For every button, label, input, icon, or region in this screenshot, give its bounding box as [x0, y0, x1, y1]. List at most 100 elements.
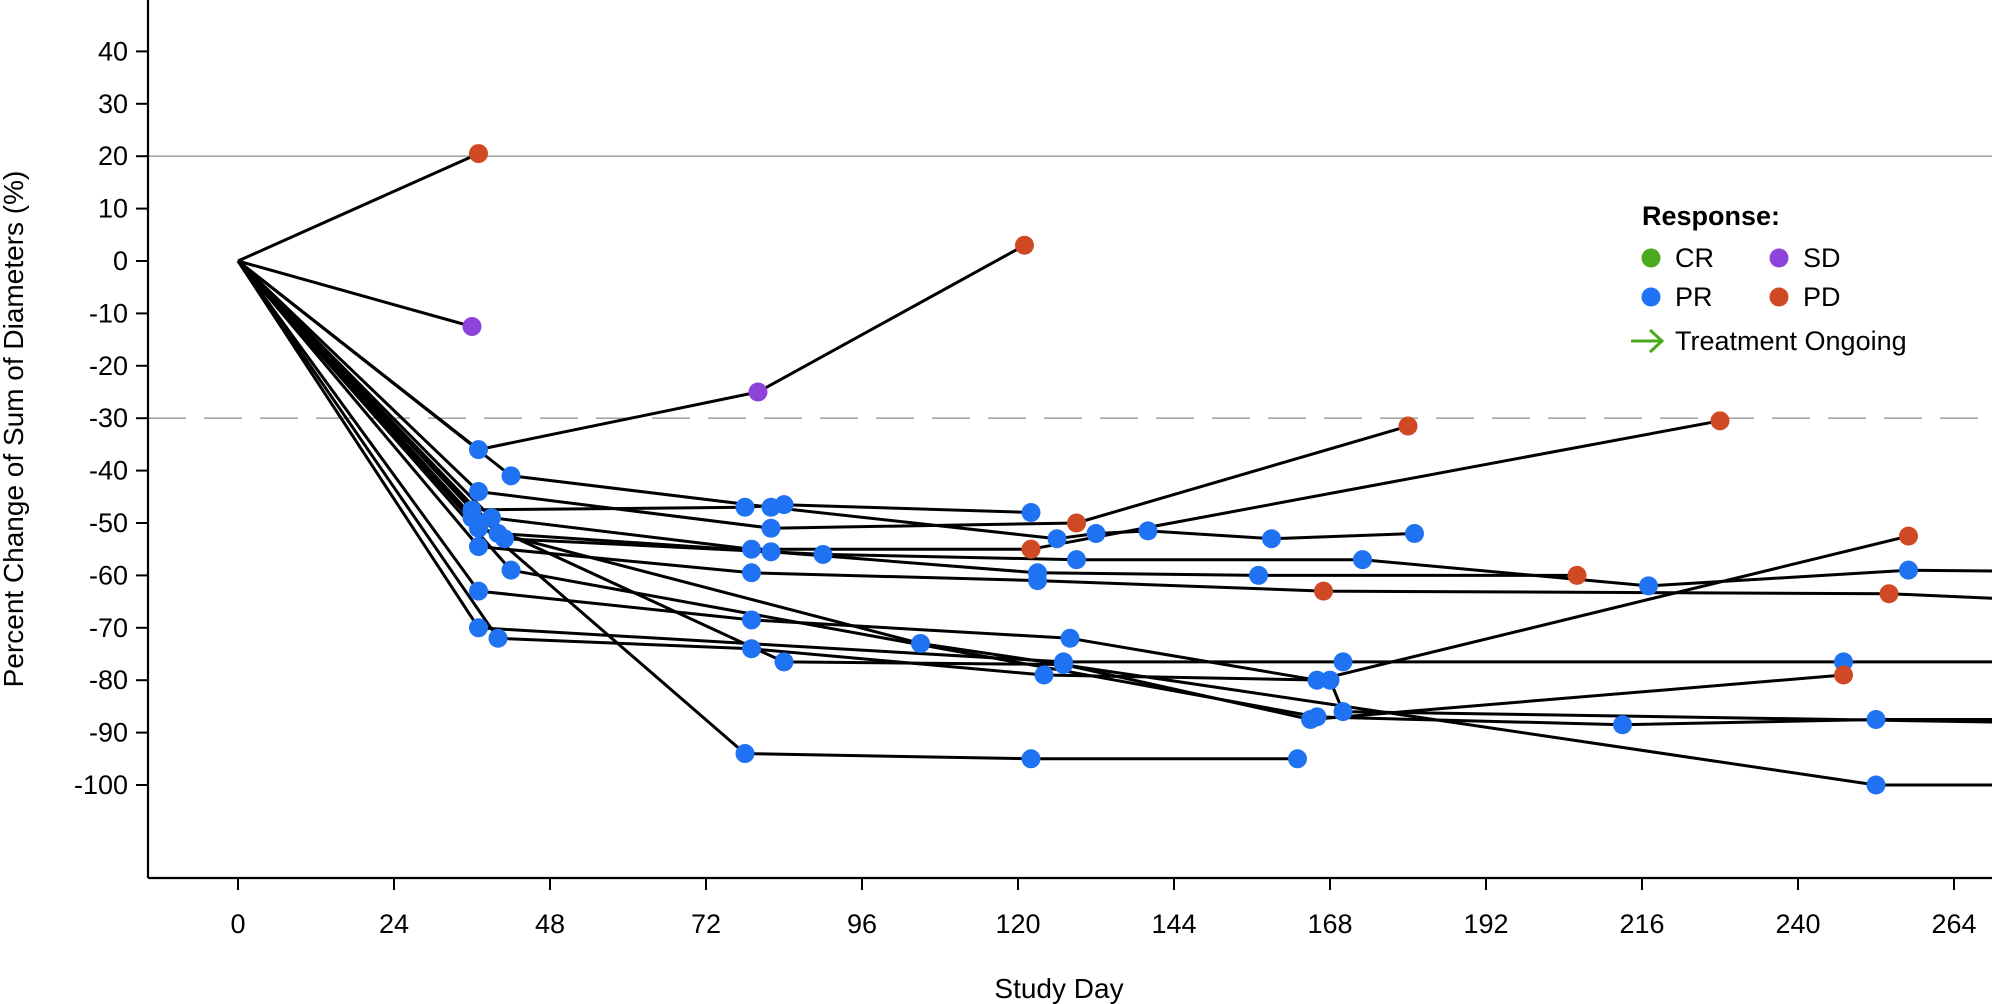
- data-point-pr: [774, 495, 794, 515]
- x-axis-title: Study Day: [994, 973, 1123, 1004]
- series-lines: [236, 152, 1992, 787]
- data-point-pd: [1834, 665, 1853, 685]
- data-point-pd: [469, 144, 488, 164]
- data-point-pr: [1899, 560, 1918, 580]
- y-tick-label: -20: [89, 351, 128, 381]
- data-point-pr: [1613, 715, 1632, 735]
- y-tick-label: 30: [98, 89, 128, 119]
- legend-marker-pr: [1641, 287, 1661, 307]
- series-line-4: [236, 259, 1409, 530]
- x-tick-label: 96: [847, 909, 877, 939]
- data-point-pr: [1034, 665, 1054, 685]
- x-tick-label: 240: [1775, 909, 1820, 939]
- series-line-17: [236, 259, 1992, 787]
- legend-label-cr: CR: [1675, 243, 1714, 273]
- legend-title: Response:: [1642, 201, 1780, 231]
- data-point-pr: [469, 618, 488, 638]
- data-point-pr: [1288, 749, 1307, 769]
- data-point-pr: [1320, 670, 1340, 690]
- legend-marker-cr: [1641, 248, 1661, 268]
- series-line-5: [237, 259, 1415, 541]
- y-tick-label: -70: [89, 613, 128, 643]
- data-point-pr: [735, 744, 755, 764]
- series-points: [462, 144, 1918, 795]
- data-point-pd: [1879, 584, 1899, 604]
- legend-label-sd: SD: [1803, 243, 1841, 273]
- legend-marker-pd: [1769, 287, 1789, 307]
- data-point-pr: [1333, 652, 1353, 672]
- data-point-sd: [462, 317, 482, 336]
- data-point-pr: [1054, 654, 1073, 674]
- data-point-pr: [742, 563, 761, 583]
- x-tick-label: 72: [691, 909, 721, 939]
- data-point-pr: [1301, 710, 1320, 729]
- data-point-pr: [469, 581, 488, 601]
- data-point-pr: [761, 518, 781, 538]
- data-point-sd: [748, 382, 768, 402]
- data-point-pr: [1405, 523, 1424, 543]
- data-point-pr: [469, 518, 488, 538]
- data-point-pr: [1866, 710, 1886, 729]
- x-tick-label: 144: [1151, 909, 1196, 939]
- data-point-pr: [1333, 702, 1353, 722]
- data-point-pr: [1866, 775, 1886, 795]
- legend-arrow-icon: [1631, 328, 1665, 354]
- data-point-pd: [1567, 565, 1587, 585]
- legend-label-pd: PD: [1803, 282, 1841, 312]
- data-point-pr: [1021, 503, 1041, 523]
- data-point-pr: [742, 610, 761, 630]
- data-point-pr: [911, 634, 930, 654]
- data-point-pr: [488, 628, 508, 648]
- data-point-pd: [1314, 581, 1333, 601]
- x-tick-label: 216: [1619, 909, 1664, 939]
- y-tick-label: -40: [89, 456, 128, 486]
- data-point-pr: [495, 529, 514, 549]
- series-line-2: [237, 259, 473, 328]
- legend: Response: CR SD PR PD Treatment Ongoing: [1631, 201, 1907, 356]
- data-point-pr: [1086, 523, 1106, 543]
- series-line-13: [236, 260, 1992, 664]
- data-point-pr: [774, 652, 794, 672]
- y-tick-label: 40: [98, 36, 128, 66]
- data-point-pr: [1834, 652, 1853, 672]
- data-point-pr: [1067, 550, 1086, 570]
- axes: 40 30 20 10 0 -10 -20 -30 -40 -50 -60 -70 -80 -90 -100…: [74, 0, 1992, 939]
- data-point-pr: [1639, 576, 1658, 596]
- data-point-pr: [742, 539, 761, 559]
- series-line-1: [237, 152, 480, 263]
- data-point-pd: [1710, 411, 1730, 431]
- data-point-pd: [1015, 235, 1034, 255]
- x-tick-label: 192: [1463, 909, 1508, 939]
- series-line-10: [236, 260, 1992, 600]
- legend-label-ongoing: Treatment Ongoing: [1675, 326, 1907, 356]
- data-point-pr: [501, 466, 521, 486]
- x-tick-label: 264: [1931, 909, 1976, 939]
- y-tick-label: -10: [89, 298, 128, 328]
- y-tick-label: 20: [98, 141, 128, 171]
- x-tick-label: 24: [379, 909, 409, 939]
- y-tick-label: -100: [74, 770, 128, 800]
- data-point-pr: [1028, 571, 1047, 591]
- legend-label-pr: PR: [1675, 282, 1713, 312]
- data-point-pr: [469, 440, 488, 460]
- data-point-pr: [742, 639, 761, 659]
- x-tick-label: 0: [230, 909, 245, 939]
- y-tick-label: 0: [113, 246, 128, 276]
- data-point-pd: [1021, 539, 1041, 559]
- x-tick-label: 120: [995, 909, 1040, 939]
- data-point-pr: [1047, 529, 1067, 549]
- data-point-pd: [1899, 526, 1918, 546]
- legend-marker-sd: [1769, 248, 1789, 268]
- data-point-pr: [813, 544, 833, 564]
- data-point-pr: [761, 542, 781, 562]
- y-tick-label: -50: [89, 508, 128, 538]
- data-point-pr: [1138, 521, 1158, 541]
- y-tick-label: -60: [89, 560, 128, 590]
- data-point-pd: [1398, 416, 1418, 436]
- data-point-pr: [1249, 565, 1268, 585]
- data-point-pd: [1067, 513, 1086, 533]
- y-axis-title: Percent Change of Sum of Diameters (%): [0, 171, 29, 688]
- data-point-pr: [501, 560, 521, 580]
- y-tick-label: -90: [89, 718, 128, 748]
